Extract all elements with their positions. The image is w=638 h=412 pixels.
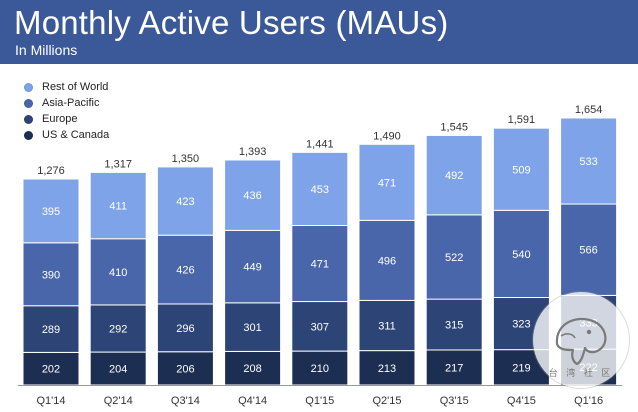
segment-value-label: 410 — [109, 267, 127, 279]
x-tick-label: Q4'14 — [238, 395, 267, 407]
segment-value-label: 289 — [42, 324, 60, 336]
segment-value-label: 471 — [311, 259, 329, 271]
bar-total-label: 1,276 — [37, 165, 65, 177]
bar-segment — [560, 117, 618, 205]
segment-value-label: 492 — [445, 170, 463, 182]
segment-value-label: 206 — [176, 363, 194, 375]
bar-total-label: 1,545 — [440, 121, 468, 133]
elephant-logo-icon — [555, 317, 607, 366]
bar-segment — [425, 298, 483, 351]
bar-total-label: 1,441 — [306, 138, 334, 150]
x-tick-label: Q3'14 — [171, 395, 200, 407]
legend-item-asia-pacific: Asia-Pacific — [24, 95, 109, 111]
segment-value-label: 436 — [243, 190, 261, 202]
bar-segment — [425, 214, 483, 300]
legend-label: US & Canada — [42, 129, 110, 141]
x-tick-label: Q2'14 — [104, 395, 133, 407]
watermark-text: 台 湾 社 区 — [548, 368, 614, 378]
bar-segment — [358, 143, 416, 221]
chart-legend: Rest of World Asia-Pacific Europe US & C… — [24, 79, 109, 143]
segment-value-label: 204 — [109, 364, 127, 376]
legend-dot-icon — [24, 114, 33, 124]
bar-segment — [156, 303, 214, 353]
segment-value-label: 426 — [176, 265, 194, 277]
segment-value-label: 296 — [176, 323, 194, 335]
segment-value-label: 292 — [109, 324, 127, 336]
segment-value-label: 390 — [42, 269, 60, 281]
title-banner: Monthly Active Users (MAUs) In Millions — [0, 0, 638, 64]
legend-dot-icon — [24, 130, 33, 140]
watermark-badge: 台 湾 社 区 — [533, 292, 629, 388]
x-tick-label: Q1'15 — [305, 395, 334, 407]
bar-segment — [425, 134, 483, 216]
segment-value-label: 453 — [311, 184, 329, 196]
x-tick-label: Q1'14 — [36, 395, 65, 407]
segment-value-label: 509 — [512, 164, 530, 176]
legend-label: Rest of World — [42, 81, 109, 93]
segment-value-label: 566 — [579, 245, 597, 257]
bar-total-label: 1,350 — [172, 153, 200, 165]
segment-value-label: 449 — [243, 262, 261, 274]
segment-value-label: 423 — [176, 196, 194, 208]
legend-dot-icon — [24, 98, 33, 108]
bar-segment — [22, 305, 80, 353]
bar-segment — [22, 178, 80, 244]
segment-value-label: 395 — [42, 206, 60, 218]
segment-value-label: 202 — [42, 364, 60, 376]
bar-segment — [291, 301, 349, 352]
bar-total-label: 1,654 — [575, 104, 603, 116]
bar-segment — [358, 219, 416, 301]
bar-segment — [224, 159, 282, 231]
bar-segment — [224, 302, 282, 352]
bar-total-label: 1,393 — [239, 146, 267, 158]
bar-segment — [425, 349, 483, 386]
segment-value-label: 471 — [378, 177, 396, 189]
segment-value-label: 217 — [445, 362, 463, 374]
segment-value-label: 323 — [512, 319, 530, 331]
bar-total-label: 1,490 — [373, 130, 401, 142]
x-tick-label: Q4'15 — [507, 395, 536, 407]
chart-subtitle: In Millions — [15, 42, 78, 58]
segment-value-label: 411 — [109, 201, 127, 213]
bar-segment — [89, 238, 147, 306]
bar-segment — [291, 151, 349, 227]
x-tick-label: Q2'15 — [372, 395, 401, 407]
legend-item-europe: Europe — [24, 111, 109, 127]
bar-segment — [89, 304, 147, 353]
chart-title: Monthly Active Users (MAUs) — [14, 4, 449, 41]
x-tick-label: Q3'15 — [440, 395, 469, 407]
segment-value-label: 210 — [311, 363, 329, 375]
bar-segment — [156, 234, 214, 305]
bar-segment — [492, 127, 550, 211]
bar-segment — [358, 350, 416, 386]
legend-item-rest-of-world: Rest of World — [24, 79, 109, 95]
segment-value-label: 213 — [378, 363, 396, 375]
segment-value-label: 533 — [579, 156, 597, 168]
legend-label: Asia-Pacific — [42, 97, 100, 109]
bar-total-label: 1,591 — [508, 114, 536, 126]
x-tick-label: Q1'16 — [574, 395, 603, 407]
segment-value-label: 311 — [378, 321, 396, 333]
bar-segment — [22, 242, 80, 307]
segment-value-label: 219 — [512, 362, 530, 374]
legend-label: Europe — [42, 113, 78, 125]
segment-value-label: 522 — [445, 252, 463, 264]
legend-item-us-canada: US & Canada — [24, 127, 109, 143]
legend-dot-icon — [24, 82, 33, 92]
segment-value-label: 496 — [378, 255, 396, 267]
bar-segment — [89, 171, 147, 240]
segment-value-label: 208 — [243, 363, 261, 375]
segment-value-label: 301 — [243, 322, 261, 334]
bar-total-label: 1,317 — [104, 158, 132, 170]
segment-value-label: 307 — [311, 321, 329, 333]
bar-segment — [156, 166, 214, 236]
bar-segment — [492, 209, 550, 299]
segment-value-label: 540 — [512, 249, 530, 261]
bar-segment — [22, 351, 80, 386]
bar-segment — [358, 299, 416, 352]
bar-segment — [560, 203, 618, 296]
segment-value-label: 315 — [445, 320, 463, 332]
